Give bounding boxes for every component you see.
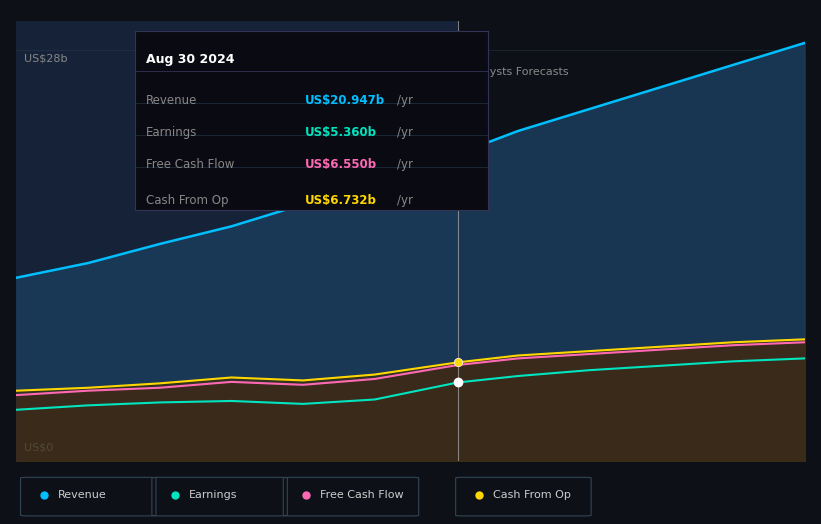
Text: Cash From Op: Cash From Op [493,490,571,500]
Text: US$6.550b: US$6.550b [305,158,377,171]
Text: Past: Past [428,67,451,78]
Text: /yr: /yr [397,158,413,171]
Text: Revenue: Revenue [146,94,197,107]
Text: Revenue: Revenue [57,490,106,500]
Text: Analysts Forecasts: Analysts Forecasts [465,67,569,78]
Text: US$5.360b: US$5.360b [305,126,377,139]
Text: /yr: /yr [397,193,413,206]
Bar [458,21,805,461]
Text: Earnings: Earnings [146,126,197,139]
Text: Free Cash Flow: Free Cash Flow [146,158,235,171]
Text: Earnings: Earnings [189,490,237,500]
Text: US$0: US$0 [24,442,53,452]
Text: /yr: /yr [397,94,413,107]
Text: US$20.947b: US$20.947b [305,94,385,107]
Text: Aug 30 2024: Aug 30 2024 [146,53,235,66]
Text: Cash From Op: Cash From Op [146,193,228,206]
Text: US$28b: US$28b [24,53,67,63]
Text: /yr: /yr [397,126,413,139]
Text: US$6.732b: US$6.732b [305,193,377,206]
Text: Free Cash Flow: Free Cash Flow [320,490,404,500]
